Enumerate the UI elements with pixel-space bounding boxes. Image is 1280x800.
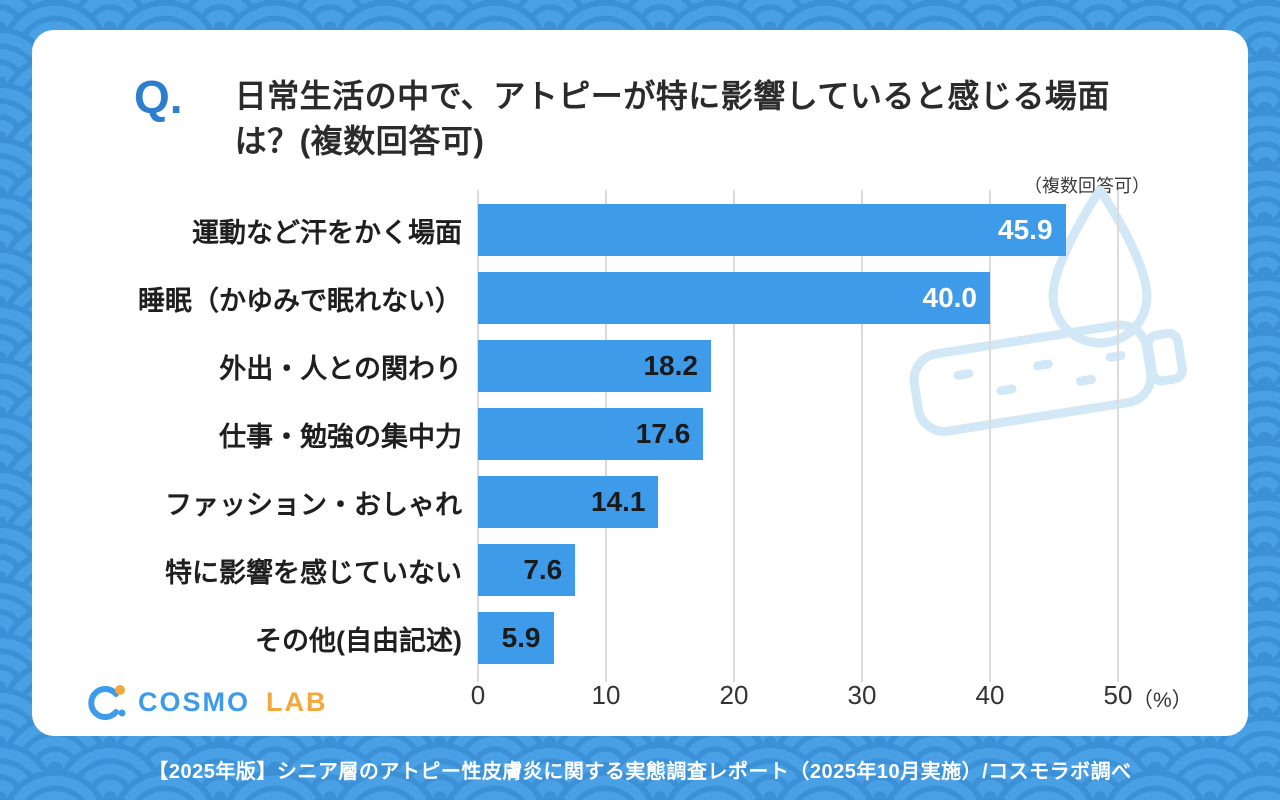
- x-tick-label: 0: [470, 680, 486, 710]
- x-tick-label: 20: [719, 680, 749, 710]
- question-title: 日常生活の中で、アトピーが特に影響していると感じる場面 は？(複数回答可): [235, 74, 1110, 165]
- footer-note: 【2025年版】シニア層のアトピー性皮膚炎に関する実態調査レポート（2025年1…: [148, 761, 1132, 783]
- gridline: [1117, 190, 1119, 682]
- bar: 45.9: [478, 204, 1066, 256]
- logo-mark-icon: [88, 685, 126, 720]
- bar-track: 14.1: [478, 476, 1118, 528]
- category-label: ファッション・おしゃれ: [165, 489, 462, 520]
- bar-value-label: 18.2: [643, 350, 698, 381]
- x-tick-label: 10: [591, 680, 621, 710]
- category-label: 睡眠（かゆみで眠れない）: [138, 285, 462, 316]
- bar-value-label: 14.1: [590, 486, 646, 517]
- question-mark: Q.: [134, 71, 183, 123]
- chart-row: ファッション・おしゃれ 14.1: [88, 468, 1248, 536]
- category-label: 運動など汗をかく場面: [192, 217, 462, 248]
- chart-row: 運動など汗をかく場面 45.9: [88, 196, 1248, 264]
- bar-track: 5.9: [478, 612, 1118, 664]
- survey-card: Q. 日常生活の中で、アトピーが特に影響していると感じる場面 は？(複数回答可)…: [32, 30, 1248, 736]
- bar-chart: 運動など汗をかく場面 45.9 睡眠（かゆみで眠れない） 40.0 外出・人との関わり 1…: [32, 185, 1248, 718]
- category-label: 外出・人との関わり: [219, 353, 462, 384]
- chart-row: 特に影響を感じていない 7.6: [88, 536, 1248, 604]
- logo-brand-text: COSMO: [138, 686, 251, 717]
- cosmo-lab-logo: COSMO LAB: [82, 682, 328, 722]
- bar-track: 40.0: [478, 272, 1118, 324]
- bar-value-label: 5.9: [501, 622, 541, 653]
- category-label: 特に影響を感じていない: [165, 557, 462, 588]
- bar-track: 17.6: [478, 408, 1118, 460]
- question-title-line2: は？(複数回答可): [234, 123, 485, 160]
- skincare-watermark-icon: [909, 185, 1187, 436]
- bar: 17.6: [478, 408, 704, 460]
- logo-lab-text: LAB: [266, 686, 328, 717]
- gridline: [989, 190, 991, 682]
- bar: 7.6: [478, 544, 576, 596]
- bar: 40.0: [478, 272, 990, 324]
- question-title-line1: 日常生活の中で、アトピーが特に影響していると感じる場面: [234, 78, 1110, 114]
- bar: 5.9: [478, 612, 554, 664]
- bar-value-label: 40.0: [922, 282, 978, 313]
- category-label: その他(自由記述): [255, 625, 462, 656]
- gridline: [861, 190, 863, 682]
- x-tick-label: 50: [1103, 680, 1133, 710]
- bar: 18.2: [478, 340, 711, 392]
- bar: 14.1: [478, 476, 659, 528]
- chart-row: 外出・人との関わり 18.2: [88, 332, 1248, 400]
- x-axis-unit: （%）: [1132, 689, 1193, 712]
- lotion-tube-icon: [909, 320, 1187, 436]
- question-header: Q. 日常生活の中で、アトピーが特に影響していると感じる場面 は？(複数回答可): [32, 30, 1248, 159]
- bar-value-label: 45.9: [998, 214, 1053, 245]
- x-tick-label: 30: [847, 680, 877, 710]
- chart-x-axis: 0 10 20 30 40 50 （%）: [471, 672, 1193, 718]
- bar-track: 18.2: [478, 340, 1118, 392]
- bar-track: 45.9: [478, 204, 1118, 256]
- bar-value-label: 17.6: [635, 418, 691, 449]
- chart-row: その他(自由記述) 5.9: [88, 604, 1248, 672]
- chart-row: 仕事・勉強の集中力 17.6: [88, 400, 1248, 468]
- gridline: [733, 190, 735, 682]
- chart-row: 睡眠（かゆみで眠れない） 40.0: [88, 264, 1248, 332]
- chart-rows: 運動など汗をかく場面 45.9 睡眠（かゆみで眠れない） 40.0 外出・人との関わり 1…: [88, 196, 1248, 672]
- category-label: 仕事・勉強の集中力: [219, 421, 462, 452]
- water-drop-icon: [1048, 185, 1152, 348]
- x-tick-label: 40: [975, 680, 1005, 710]
- bar-track: 7.6: [478, 544, 1118, 596]
- bar-value-label: 7.6: [523, 554, 563, 585]
